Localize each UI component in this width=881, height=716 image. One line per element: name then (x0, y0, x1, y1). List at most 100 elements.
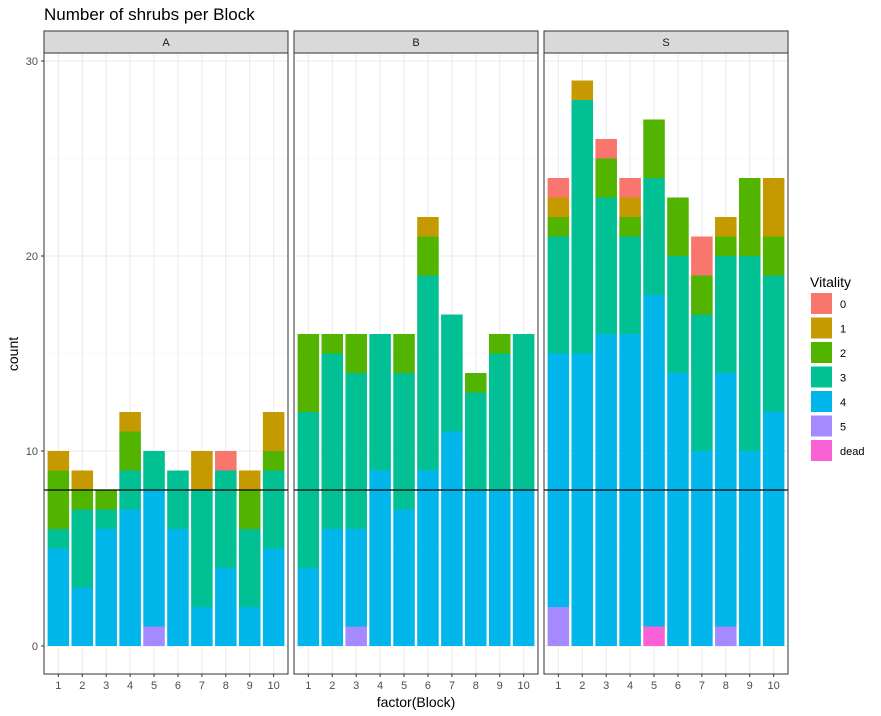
bar-segment-vitality-2 (667, 197, 689, 256)
bar-segment-vitality-0 (619, 178, 641, 198)
x-tick-label: 2 (329, 680, 335, 692)
x-axis-title: factor(Block) (377, 694, 456, 710)
bar-segment-vitality-5 (715, 626, 737, 646)
x-tick-label: 7 (199, 680, 205, 692)
bar-stack-s-1 (547, 178, 570, 646)
legend-item-dead: dead (811, 440, 864, 461)
bar-segment-vitality-1 (119, 412, 141, 432)
bar-segment-vitality-2 (345, 334, 367, 373)
bar-segment-vitality-4 (71, 587, 94, 646)
x-tick-label: 10 (768, 680, 780, 692)
bar-segment-vitality-4 (143, 490, 165, 627)
bar-segment-vitality-4 (417, 470, 439, 646)
bar-segment-vitality-2 (321, 334, 344, 354)
legend-label: 3 (840, 373, 846, 385)
bar-segment-vitality-3 (191, 490, 213, 607)
bar-segment-vitality-4 (167, 529, 189, 646)
bar-segment-vitality-4 (191, 607, 213, 646)
y-axis: 0 10 20 30 (26, 56, 44, 653)
bar-segment-vitality-2 (262, 451, 285, 471)
bar-segment-vitality-3 (691, 314, 713, 451)
bar-segment-vitality-2 (691, 275, 713, 315)
bar-segment-vitality-4 (465, 490, 487, 646)
bar-segment-vitality-0 (215, 451, 237, 471)
y-tick-label: 0 (32, 641, 38, 653)
x-tick-label: 4 (127, 680, 133, 692)
bar-segment-vitality-1 (417, 217, 439, 237)
bar-segment-vitality-3 (321, 353, 344, 529)
panel-border (293, 52, 539, 675)
bar-stack-a-6 (167, 470, 189, 646)
bar-stack-b-10 (512, 334, 535, 646)
bar-segment-vitality-4 (441, 431, 463, 646)
legend-item-4: 4 (811, 391, 846, 412)
bar-segment-vitality-1 (47, 451, 70, 471)
bar-segment-vitality-3 (738, 256, 761, 451)
bar-stack-s-3 (595, 139, 617, 646)
legend-label: 4 (840, 397, 846, 409)
bar-segment-vitality-5 (345, 626, 367, 646)
bar-segment-vitality-3 (715, 256, 737, 373)
bar-segment-vitality-4 (369, 470, 391, 646)
x-tick-label: 3 (603, 680, 609, 692)
bar-stack-b-6 (417, 217, 439, 646)
bar-segment-vitality-3 (417, 275, 439, 471)
x-tick-label: 10 (268, 680, 280, 692)
bar-stack-s-6 (667, 197, 689, 646)
bar-segment-vitality-2 (119, 431, 141, 471)
bar-segment-vitality-1 (191, 451, 213, 490)
bar-segment-vitality-4 (643, 295, 665, 627)
bar-segment-vitality-2 (595, 158, 617, 198)
bar-segment-vitality-4 (95, 529, 117, 646)
y-tick-label: 10 (26, 446, 38, 458)
y-tick-label: 20 (26, 251, 38, 263)
bar-stack-b-2 (321, 334, 344, 646)
bar-segment-vitality-2 (643, 119, 665, 178)
bar-segment-vitality-dead (643, 626, 665, 646)
bar-segment-vitality-5 (547, 607, 570, 646)
bar-segment-vitality-3 (95, 509, 117, 529)
facet-strip-label: A (162, 37, 170, 49)
facet-panels: A 1 2 3 4 5 6 7 8 9 10 B 1 2 3 4 5 6 7 8 9 10 S 1 2 3 4 5 6 7 8 9 10 0 10 2… (26, 30, 789, 692)
bar-stack-s-8 (715, 217, 737, 646)
x-tick-label: 8 (723, 680, 729, 692)
bar-segment-vitality-4 (297, 568, 320, 646)
bar-segment-vitality-4 (345, 529, 367, 627)
bar-segment-vitality-4 (738, 451, 761, 646)
legend-key (811, 293, 832, 314)
facet-strip-label: S (662, 37, 669, 49)
x-tick-label: 10 (518, 680, 530, 692)
facet-strip-label: B (412, 37, 419, 49)
bar-stack-b-7 (441, 314, 463, 646)
bar-segment-vitality-3 (238, 529, 261, 607)
legend-label: 1 (840, 324, 846, 336)
bar-segment-vitality-2 (238, 490, 261, 529)
x-tick-label: 4 (377, 680, 383, 692)
bar-segment-vitality-3 (345, 373, 367, 529)
bar-stack-a-5 (143, 451, 165, 646)
bar-stack-s-2 (571, 80, 594, 646)
legend-key (811, 317, 832, 339)
bar-segment-vitality-2 (465, 373, 487, 393)
bar-segment-vitality-2 (619, 217, 641, 237)
bar-stack-s-4 (619, 178, 641, 646)
bar-stack-b-8 (465, 373, 487, 646)
x-tick-label: 4 (627, 680, 633, 692)
bar-segment-vitality-2 (547, 217, 570, 237)
facet-panel-b: B 1 2 3 4 5 6 7 8 9 10 (293, 30, 539, 692)
bar-segment-vitality-4 (321, 529, 344, 646)
bar-segment-vitality-4 (393, 509, 415, 646)
bar-segment-vitality-4 (488, 490, 511, 646)
bar-segment-vitality-3 (369, 334, 391, 471)
bar-segment-vitality-0 (691, 236, 713, 276)
bar-stack-a-3 (95, 490, 117, 646)
legend-title: Vitality (810, 274, 851, 290)
bar-segment-vitality-4 (691, 451, 713, 646)
bar-segment-vitality-1 (547, 197, 570, 217)
legend-label: 0 (840, 299, 846, 311)
bar-segment-vitality-2 (95, 490, 117, 510)
bar-stack-a-7 (191, 451, 213, 646)
bar-segment-vitality-3 (667, 256, 689, 373)
bar-segment-vitality-3 (71, 509, 94, 588)
